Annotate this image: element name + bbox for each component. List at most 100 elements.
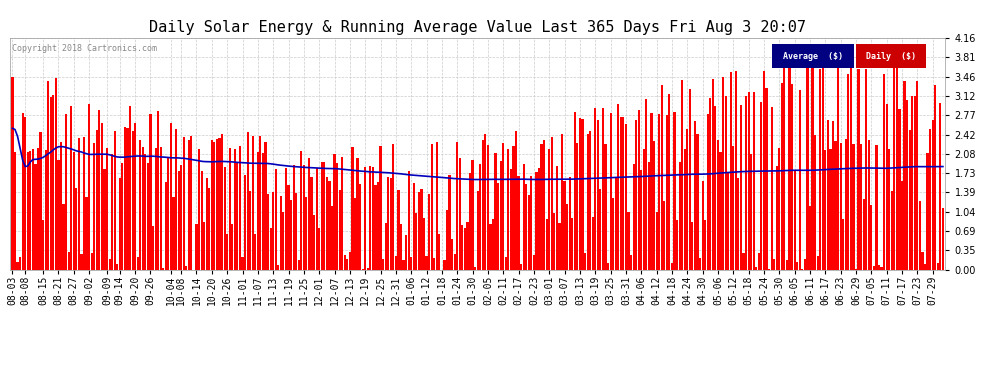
Bar [809,206,811,270]
Bar [510,170,512,270]
Bar [857,69,859,270]
Bar [308,158,310,270]
Bar [768,269,770,270]
Bar [507,149,510,270]
Bar [855,268,857,270]
Bar [19,257,21,270]
Bar [413,183,415,270]
Bar [428,194,431,270]
Bar [313,215,315,270]
Bar [190,136,192,270]
Bar [747,92,749,270]
Bar [124,127,126,270]
Bar [489,224,492,270]
Bar [684,150,686,270]
Bar [80,254,82,270]
Bar [825,150,827,270]
Bar [14,152,16,270]
Bar [531,176,533,270]
Bar [249,191,251,270]
Bar [256,152,259,270]
Bar [134,123,137,270]
Bar [878,266,880,270]
Bar [487,146,489,270]
Bar [875,145,877,270]
Bar [941,208,944,270]
Bar [750,154,752,270]
Bar [162,268,164,270]
Bar [154,148,156,270]
Bar [182,136,185,270]
Bar [602,108,604,270]
Bar [316,168,318,270]
Bar [463,228,466,270]
Bar [847,74,849,270]
Bar [329,181,331,270]
Bar [305,197,308,270]
Bar [237,162,239,270]
Bar [342,157,344,270]
Bar [213,142,216,270]
Bar [786,261,788,270]
Bar [852,144,854,270]
Bar [280,196,282,270]
Bar [72,152,75,270]
Bar [423,218,425,270]
Bar [922,252,924,270]
Bar [458,158,461,270]
Text: Daily  ($): Daily ($) [865,52,916,61]
Bar [50,97,51,270]
Bar [390,178,392,270]
Bar [665,115,668,270]
Bar [778,148,780,270]
Bar [451,239,453,270]
Bar [806,65,809,270]
Bar [528,195,530,270]
FancyBboxPatch shape [855,45,926,68]
Bar [251,136,253,270]
Bar [888,149,890,270]
Bar [318,228,321,270]
Bar [883,74,885,270]
Bar [346,259,348,270]
Bar [538,168,541,270]
Bar [62,204,64,270]
Bar [541,144,543,270]
Bar [474,267,476,270]
Bar [137,257,139,270]
Bar [436,142,438,270]
Bar [122,164,124,270]
Bar [353,198,356,270]
Bar [612,198,614,270]
Bar [630,255,633,270]
Bar [497,183,499,270]
Bar [321,162,323,270]
Bar [188,140,190,270]
Bar [88,104,90,270]
Bar [592,217,594,270]
Bar [229,148,231,270]
Bar [781,83,783,270]
Bar [623,117,625,270]
Bar [157,111,159,270]
Bar [765,88,767,270]
Bar [127,128,129,270]
Bar [686,129,688,270]
Bar [722,77,724,270]
Bar [466,222,468,270]
Bar [116,264,119,270]
Bar [641,170,643,270]
Bar [75,188,77,270]
Bar [48,81,50,270]
Bar [740,105,742,270]
Bar [37,148,39,270]
Bar [22,113,24,270]
Bar [696,134,699,270]
Bar [830,149,832,270]
Bar [505,257,507,270]
Bar [85,197,88,270]
Bar [52,95,54,270]
Bar [201,171,203,270]
Bar [387,177,389,270]
Bar [331,206,333,270]
